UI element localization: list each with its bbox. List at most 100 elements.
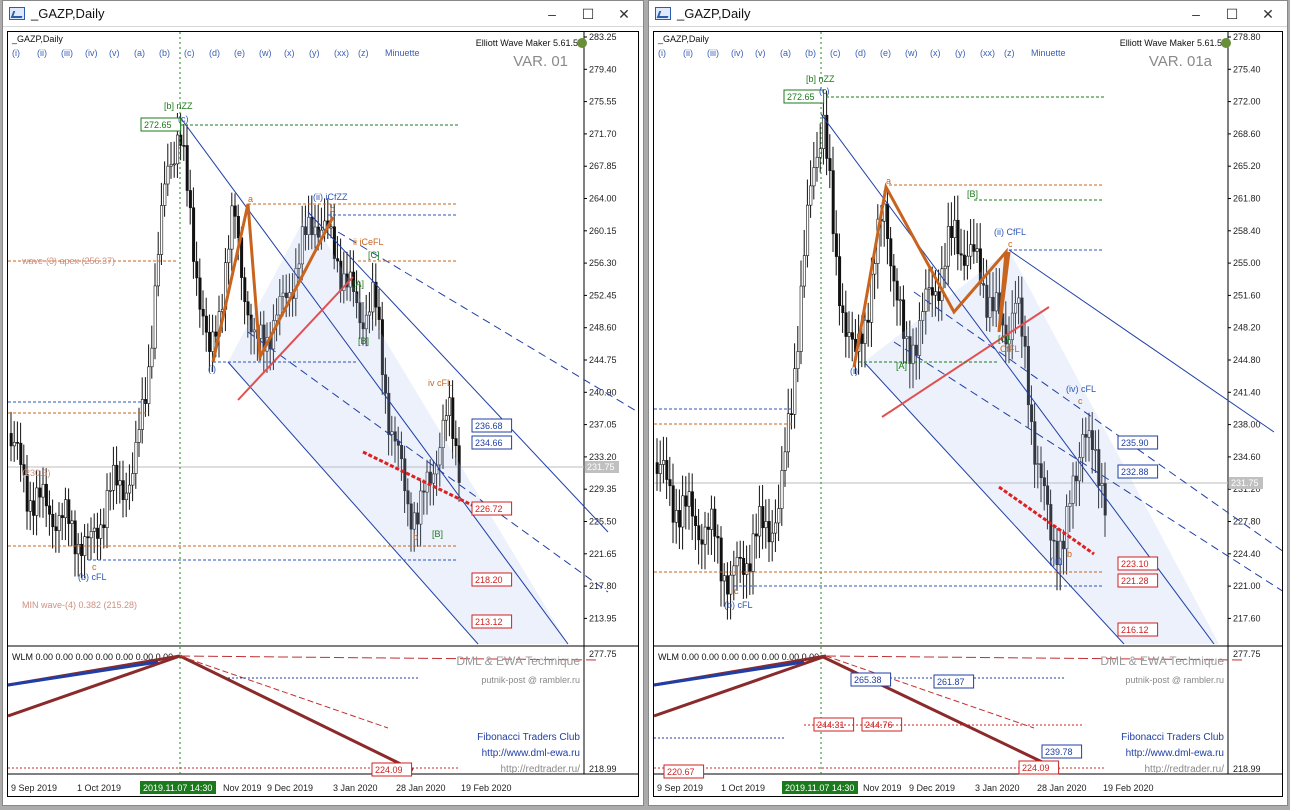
wave-button-x[interactable]: (x) (284, 48, 295, 58)
chart-window-left[interactable]: _GAZP,Daily ‒ ☐ ✕ _GAZP,Daily Elliott Wav… (2, 0, 644, 806)
wave-button-v[interactable]: (v) (109, 48, 120, 58)
wave-annotation: (b) cFL (724, 600, 753, 610)
credit-link[interactable]: http://redtrader.ru/ (501, 764, 581, 775)
candle-body (406, 490, 410, 505)
candle-body (441, 419, 445, 448)
wave-zigzag (211, 203, 335, 363)
candle-body (828, 158, 832, 171)
wave-button-iii[interactable]: (iii) (707, 48, 719, 58)
candle-body (655, 462, 659, 474)
wave-button-w[interactable]: (w) (259, 48, 272, 58)
wave-button-a[interactable]: (a) (780, 48, 791, 58)
channel-line (820, 113, 1215, 645)
candle-body (687, 491, 691, 507)
wave-button-c[interactable]: (c) (830, 48, 841, 58)
candle-body (1078, 457, 1082, 482)
candle-body (176, 134, 180, 165)
sub-blue-tag-box (1041, 744, 1083, 759)
wave-button-d[interactable]: (d) (209, 48, 220, 58)
wave-button-iii[interactable]: (iii) (61, 48, 73, 58)
sub-scale-label: 277.75 (589, 649, 617, 659)
wave-button-iv[interactable]: (iv) (731, 48, 744, 58)
price-scale-label: 261.80 (1233, 194, 1261, 204)
blue-price-tag-box (1117, 464, 1159, 479)
candle-body (124, 492, 128, 500)
wave-annotation: b (413, 532, 418, 542)
candle-body (444, 415, 448, 421)
candle-body (831, 170, 835, 235)
candle-body (227, 248, 231, 263)
maximize-icon[interactable]: ☐ (581, 6, 595, 22)
candle-body (1010, 312, 1014, 341)
current-price-box (1229, 477, 1263, 489)
candle-body (121, 480, 125, 500)
wave-annotation: c (1008, 239, 1013, 249)
candle-body (96, 527, 100, 539)
window-title: _GAZP,Daily (31, 6, 105, 21)
wave-button-Minuette[interactable]: Minuette (385, 48, 420, 58)
chart-area[interactable]: _GAZP,Daily Elliott Wave Maker 5.61.5 VAR.… (7, 31, 639, 797)
wave-button-Minuette[interactable]: Minuette (1031, 48, 1066, 58)
red-price-tag: 213.12 (475, 617, 503, 627)
window-titlebar[interactable]: _GAZP,Daily ‒ ☐ ✕ (649, 1, 1287, 27)
candle-body (767, 521, 771, 543)
window-titlebar[interactable]: _GAZP,Daily ‒ ☐ ✕ (3, 1, 643, 27)
chart-area[interactable]: _GAZP,Daily Elliott Wave Maker 5.61.5 VAR.… (653, 31, 1283, 797)
wave-button-w[interactable]: (w) (905, 48, 918, 58)
wave-button-x[interactable]: (x) (930, 48, 941, 58)
wave-annotation: a (248, 194, 253, 204)
candle-body (946, 226, 950, 267)
wave-button-e[interactable]: (e) (234, 48, 245, 58)
candle-body (1020, 297, 1024, 337)
candle-body (156, 254, 160, 287)
candle-body (953, 219, 957, 238)
credit-link[interactable]: http://redtrader.ru/ (1145, 764, 1225, 775)
wave-button-ii[interactable]: (ii) (37, 48, 47, 58)
credit-link[interactable]: http://www.dml-ewa.ru (482, 748, 580, 759)
wave-button-d[interactable]: (d) (855, 48, 866, 58)
candle-body (927, 287, 931, 290)
candle-body (966, 255, 970, 266)
wave-button-xx[interactable]: (xx) (334, 48, 349, 58)
price-chart[interactable]: _GAZP,Daily Elliott Wave Maker 5.61.5 VAR.… (654, 32, 1283, 797)
minimize-icon[interactable]: ‒ (548, 6, 556, 22)
candle-body (412, 512, 416, 530)
price-chart[interactable]: _GAZP,Daily Elliott Wave Maker 5.61.5 VAR.… (8, 32, 639, 797)
candle-body (751, 533, 755, 572)
wlm-level (825, 655, 1035, 729)
candle-body (914, 344, 918, 356)
wave-button-z[interactable]: (z) (1004, 48, 1015, 58)
wave-button-ii[interactable]: (ii) (683, 48, 693, 58)
credit-link[interactable]: http://www.dml-ewa.ru (1126, 748, 1224, 759)
maximize-icon[interactable]: ☐ (1225, 6, 1239, 22)
wave-button-i[interactable]: (i) (658, 48, 666, 58)
wave-button-v[interactable]: (v) (755, 48, 766, 58)
wave-button-a[interactable]: (a) (134, 48, 145, 58)
indicator-label: Elliott Wave Maker 5.61.5 (476, 38, 578, 48)
close-icon[interactable]: ✕ (618, 6, 630, 22)
candle-body (51, 513, 55, 528)
wave-annotation: ii iCeFL (353, 237, 384, 247)
wave-button-y[interactable]: (y) (955, 48, 966, 58)
wave-button-b[interactable]: (b) (159, 48, 170, 58)
candle-body (815, 156, 819, 168)
channel-line (179, 116, 569, 645)
wave-button-i[interactable]: (i) (12, 48, 20, 58)
candle-body (1042, 477, 1046, 487)
wave-button-xx[interactable]: (xx) (980, 48, 995, 58)
candle-body (236, 216, 240, 239)
candle-body (172, 163, 176, 166)
candle-body (80, 543, 84, 556)
price-scale-label: 229.35 (589, 484, 617, 494)
blue-price-tag-box (1117, 435, 1159, 450)
wave-button-iv[interactable]: (iv) (85, 48, 98, 58)
wave-button-y[interactable]: (y) (309, 48, 320, 58)
wave-button-e[interactable]: (e) (880, 48, 891, 58)
close-icon[interactable]: ✕ (1262, 6, 1274, 22)
sub-scale-label: 277.75 (1233, 649, 1261, 659)
wave-button-c[interactable]: (c) (184, 48, 195, 58)
wave-button-b[interactable]: (b) (805, 48, 816, 58)
chart-window-right[interactable]: _GAZP,Daily ‒ ☐ ✕ _GAZP,Daily Elliott Wav… (648, 0, 1288, 806)
wave-button-z[interactable]: (z) (358, 48, 369, 58)
minimize-icon[interactable]: ‒ (1192, 6, 1200, 22)
